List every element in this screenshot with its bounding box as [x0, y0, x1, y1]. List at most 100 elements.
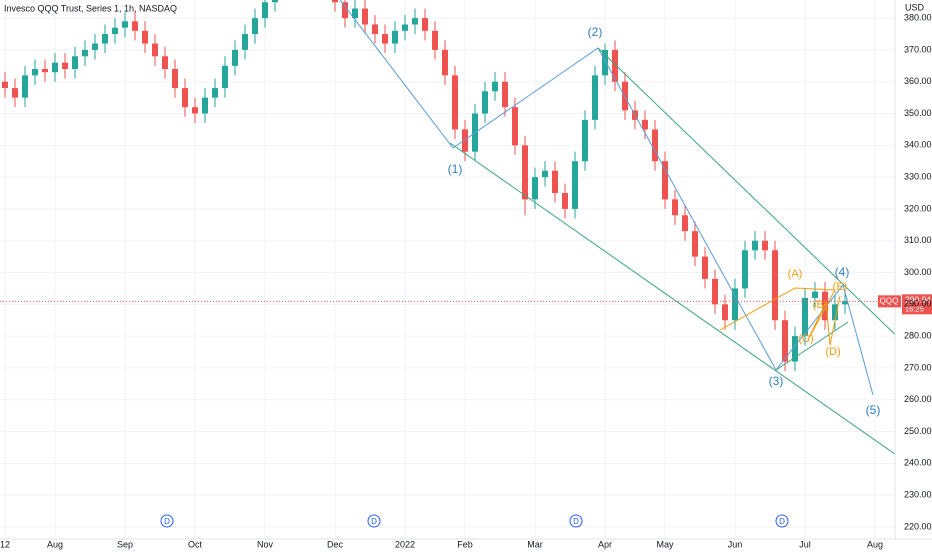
candle-body: [832, 304, 838, 321]
candle-body: [682, 215, 688, 232]
candle-body: [602, 49, 608, 76]
candle-body: [352, 8, 358, 19]
y-tick-label: 330.00: [904, 171, 932, 181]
x-tick-label: Feb: [457, 539, 473, 549]
channel-lower: [449, 142, 895, 455]
candle-body: [672, 199, 678, 216]
candle-body: [202, 97, 208, 114]
candle-body: [572, 161, 578, 209]
candle-body: [562, 193, 568, 209]
candle-body: [12, 88, 18, 98]
candle-body: [412, 18, 418, 25]
symbol-label: QQQ: [880, 296, 899, 305]
candle-body: [62, 62, 68, 70]
wave-label: (3): [769, 374, 784, 388]
candle-body: [152, 43, 158, 57]
wave-label: (5): [866, 403, 881, 417]
y-tick-label: 260.00: [904, 394, 932, 404]
price-tag: [902, 294, 932, 315]
candle-body: [812, 291, 818, 298]
candle-body: [172, 69, 178, 89]
candle-body: [482, 91, 488, 114]
subwave-label: (B): [813, 299, 828, 311]
candle-body: [742, 250, 748, 289]
channel-upper: [597, 47, 895, 336]
candle-body: [132, 21, 138, 31]
price-label: 290.94: [905, 295, 931, 305]
candle-body: [782, 320, 788, 362]
y-tick-label: 340.00: [904, 140, 932, 150]
candle-body: [32, 69, 38, 76]
candle-body: [142, 30, 148, 44]
y-tick-label: 380.00: [904, 13, 932, 23]
triangle-line: [775, 321, 849, 371]
y-tick-label: 350.00: [904, 108, 932, 118]
candle-body: [422, 18, 428, 31]
candle-body: [802, 297, 808, 337]
x-tick-label: 2022: [395, 539, 415, 549]
candle-body: [822, 291, 828, 321]
candle-body: [442, 49, 448, 76]
candle-body: [592, 75, 598, 120]
candle-body: [452, 75, 458, 130]
symbol-tag: [878, 295, 901, 308]
y-tick-label: 250.00: [904, 426, 932, 436]
candle-body: [42, 69, 48, 73]
countdown-label: 18:25: [905, 304, 924, 313]
candle-body: [532, 177, 538, 200]
dividend-label: D: [164, 517, 170, 526]
dividend-label: D: [371, 517, 377, 526]
x-tick-label: 12: [0, 539, 10, 549]
y-tick-label: 320.00: [904, 203, 932, 213]
candle-body: [112, 27, 118, 35]
candle-body: [662, 161, 668, 200]
triangle-lines: [719, 287, 841, 346]
candle-body: [652, 129, 658, 162]
candle-body: [92, 43, 98, 50]
candles: [2, 0, 848, 372]
y-tick-label: 360.00: [904, 76, 932, 86]
candle-body: [712, 278, 718, 305]
y-tick-label: 280.00: [904, 330, 932, 340]
candle-body: [842, 301, 848, 305]
y-tick-label: 290.00: [904, 299, 932, 309]
candle-body: [582, 119, 588, 162]
dividend-label: D: [779, 517, 785, 526]
x-tick-label: Sep: [117, 539, 133, 549]
candle-body: [232, 49, 238, 66]
subwave-label: (E): [833, 281, 848, 293]
candle-body: [162, 56, 168, 70]
candle-body: [512, 107, 518, 146]
candle-body: [192, 107, 198, 114]
x-tick-label: Apr: [598, 539, 612, 549]
y-tick-label: 270.00: [904, 362, 932, 372]
x-tick-label: Nov: [257, 539, 274, 549]
subwave-label: (C): [798, 333, 813, 345]
x-tick-label: Jun: [728, 539, 743, 549]
dividend-icon: [569, 514, 583, 528]
dividend-icon: [775, 514, 789, 528]
x-tick-label: Jul: [799, 539, 811, 549]
x-tick-label: Dec: [327, 539, 344, 549]
candle-body: [342, 2, 348, 19]
candle-body: [552, 170, 558, 194]
x-tick-label: Mar: [527, 539, 543, 549]
candle-body: [492, 81, 498, 92]
candle-body: [222, 65, 228, 89]
subwave-label: (A): [788, 268, 803, 280]
candle-body: [252, 18, 258, 35]
candle-body: [382, 34, 388, 44]
x-tick-label: Oct: [188, 539, 203, 549]
candle-body: [102, 34, 108, 44]
candle-body: [752, 240, 758, 251]
x-tick-label: May: [656, 539, 674, 549]
candle-body: [792, 336, 798, 362]
candle-body: [542, 170, 548, 178]
candle-body: [502, 81, 508, 108]
candle-body: [702, 256, 708, 279]
y-tick-label: 240.00: [904, 458, 932, 468]
candle-body: [242, 34, 248, 50]
y-tick-label: 220.00: [904, 521, 932, 531]
